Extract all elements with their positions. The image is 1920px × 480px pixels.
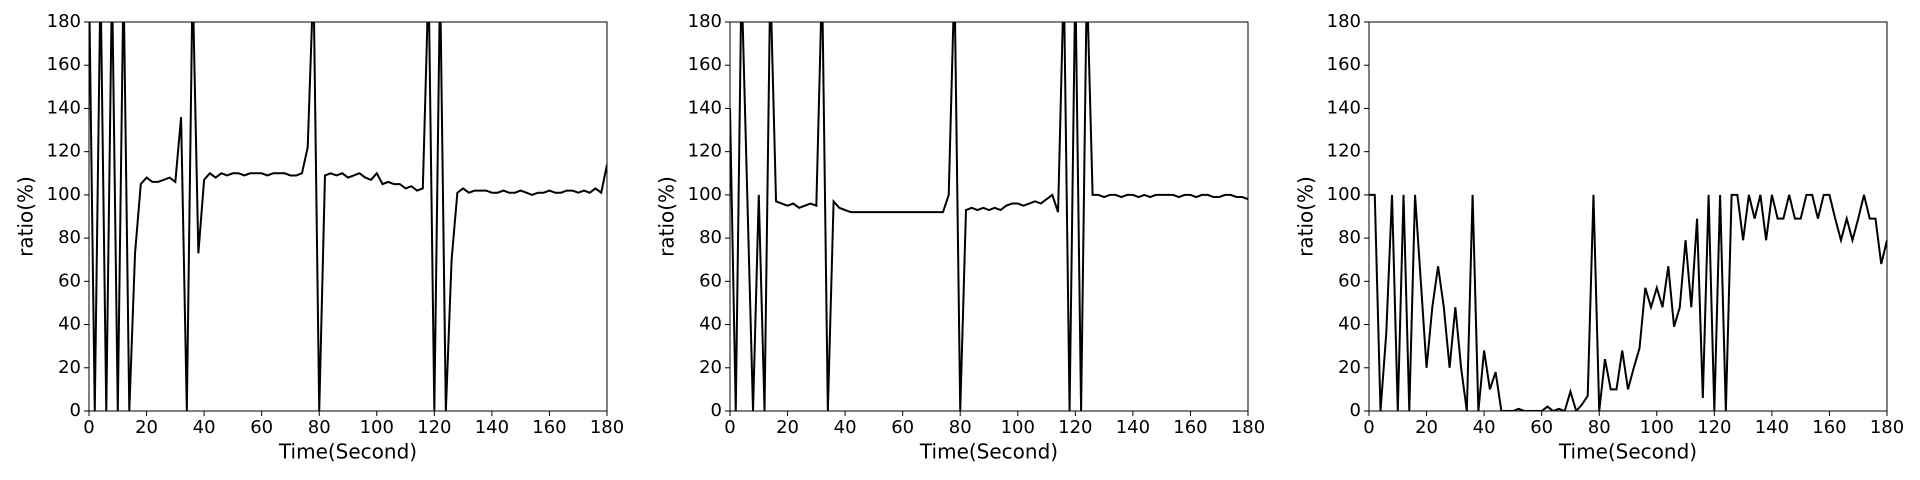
y-tick-label: 120 [688,141,722,162]
y-tick-label: 120 [1327,141,1361,162]
y-tick-label: 180 [47,11,81,32]
x-tick-label: 60 [250,417,273,438]
y-tick-label: 80 [1338,227,1361,248]
y-tick-label: 160 [688,54,722,75]
y-tick-label: 160 [1327,54,1361,75]
x-tick-label: 0 [83,417,94,438]
x-tick-label: 100 [360,417,394,438]
x-tick-label: 60 [891,417,914,438]
x-tick-label: 160 [1173,417,1207,438]
x-tick-label: 40 [1473,417,1496,438]
x-axis-label: Time(Second) [278,440,417,464]
plot-frame [729,21,1249,412]
y-tick-label: 140 [47,97,81,118]
x-tick-label: 180 [590,417,624,438]
x-tick-label: 20 [135,417,158,438]
y-tick-label: 0 [70,400,81,421]
y-tick-label: 180 [1327,11,1361,32]
y-tick-label: 120 [47,141,81,162]
x-tick-label: 140 [1755,417,1789,438]
y-tick-label: 40 [58,314,81,335]
chart: 0 20 40 60 80 100 120 140 160 180 0 20 40 60 80 100 120 1… [1294,11,1905,464]
x-tick-label: 80 [308,417,331,438]
line [730,22,1248,411]
x-tick-label: 120 [417,417,451,438]
y-tick-label: 20 [699,357,722,378]
x-tick-label: 0 [724,417,735,438]
y-axis-label: ratio(%) [655,176,679,257]
y-tick-label: 140 [688,97,722,118]
x-tick-label: 40 [834,417,857,438]
x-tick-label: 60 [1530,417,1553,438]
y-tick-label: 20 [58,357,81,378]
x-tick-label: 140 [475,417,509,438]
y-axis-label: ratio(%) [14,176,38,257]
x-tick-label: 80 [1588,417,1611,438]
x-tick-label: 140 [1116,417,1150,438]
y-tick-label: 100 [1327,184,1361,205]
y-tick-label: 40 [1338,314,1361,335]
x-tick-label: 20 [776,417,799,438]
line [89,22,607,411]
y-tick-label: 100 [47,184,81,205]
x-tick-label: 80 [949,417,972,438]
x-tick-label: 180 [1231,417,1265,438]
x-tick-label: 20 [1415,417,1438,438]
chart: 0 20 40 60 80 100 120 140 160 180 0 20 40 60 80 100 120 1… [655,11,1266,464]
x-tick-label: 40 [193,417,216,438]
y-tick-label: 60 [58,270,81,291]
y-tick-label: 60 [1338,270,1361,291]
line [1369,193,1887,411]
y-tick-label: 40 [699,314,722,335]
y-tick-label: 180 [688,11,722,32]
plot-frame [1368,21,1888,412]
y-tick-label: 80 [58,227,81,248]
y-tick-label: 100 [688,184,722,205]
y-tick-label: 80 [699,227,722,248]
chart: 0 20 40 60 80 100 120 140 160 180 0 20 40 60 80 100 120 1… [14,11,625,464]
y-axis-label: ratio(%) [1294,176,1318,257]
x-axis-label: Time(Second) [1558,440,1697,464]
y-tick-label: 160 [47,54,81,75]
x-tick-label: 100 [1001,417,1035,438]
plot-frame [88,21,608,412]
x-tick-label: 180 [1870,417,1904,438]
x-tick-label: 100 [1640,417,1674,438]
y-tick-label: 20 [1338,357,1361,378]
x-axis-label: Time(Second) [919,440,1058,464]
y-tick-label: 0 [711,400,722,421]
x-tick-label: 120 [1058,417,1092,438]
y-tick-label: 0 [1350,400,1361,421]
x-tick-label: 120 [1697,417,1731,438]
y-tick-label: 140 [1327,97,1361,118]
x-tick-label: 160 [1812,417,1846,438]
x-tick-label: 0 [1363,417,1374,438]
x-tick-label: 160 [532,417,566,438]
y-tick-label: 60 [699,270,722,291]
